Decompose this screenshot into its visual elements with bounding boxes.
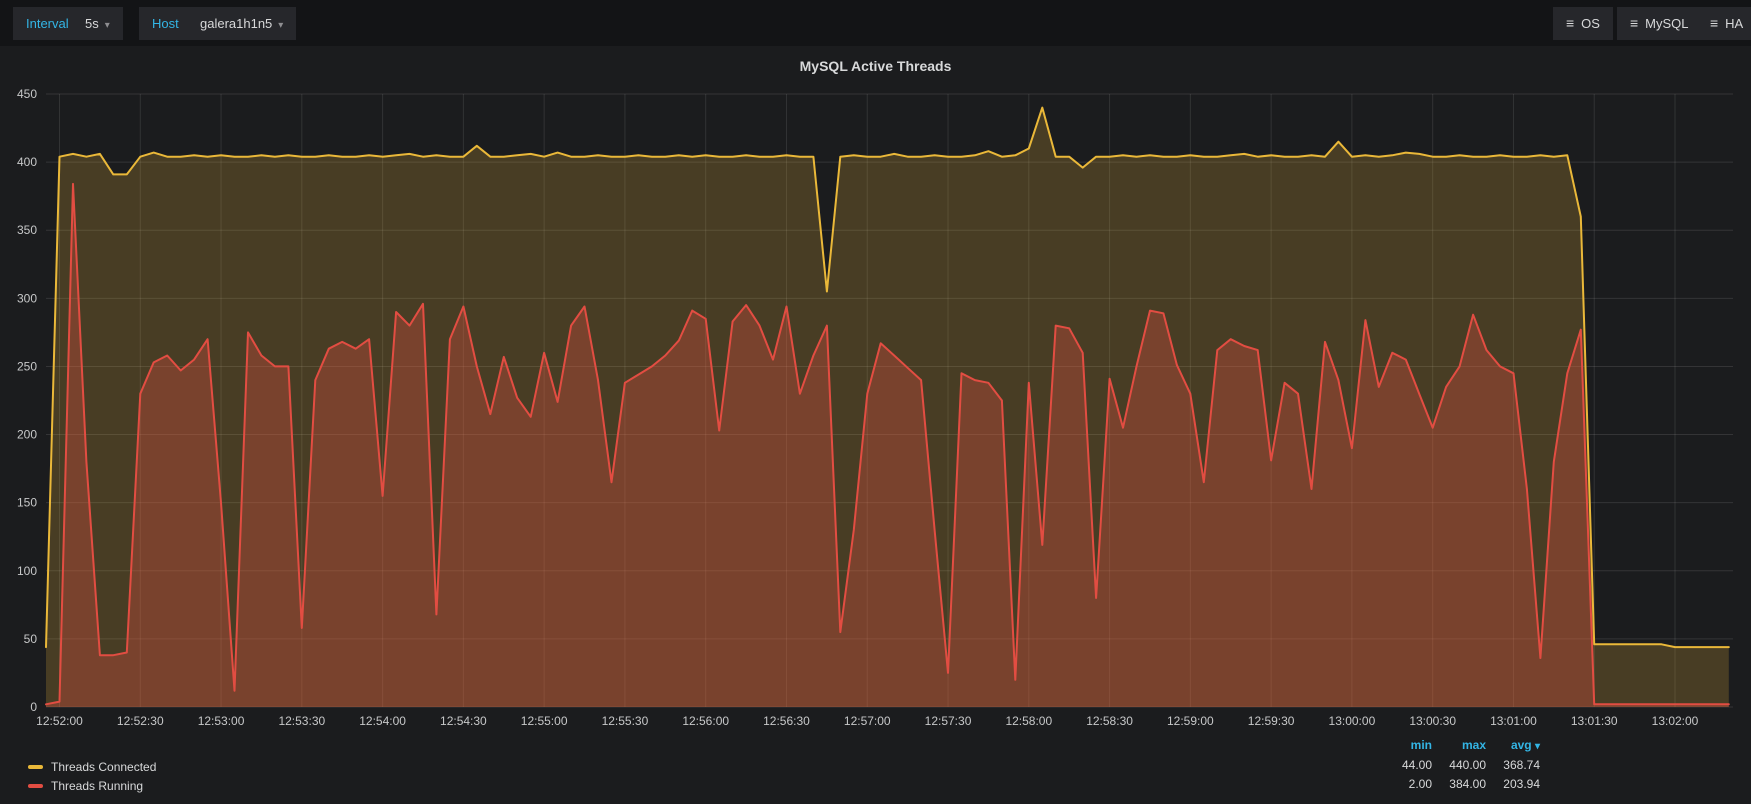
svg-text:12:56:30: 12:56:30 [763,714,810,728]
host-label-button[interactable]: Host [139,7,192,40]
series-color-dash [28,765,43,769]
legend-item-threads-running[interactable]: Threads Running [28,777,143,795]
series-color-dash [28,784,43,788]
svg-text:150: 150 [17,496,37,510]
svg-text:12:59:30: 12:59:30 [1248,714,1295,728]
legend-label: Threads Connected [51,760,157,774]
svg-text:12:56:00: 12:56:00 [682,714,729,728]
svg-text:12:53:00: 12:53:00 [198,714,245,728]
legend-column-min[interactable]: min [1410,738,1432,752]
svg-text:13:02:00: 13:02:00 [1652,714,1699,728]
interval-label-button[interactable]: Interval [13,7,82,40]
nav-button-os-label: OS [1581,16,1600,31]
svg-text:12:55:00: 12:55:00 [521,714,568,728]
legend-label: Threads Running [51,779,144,793]
svg-text:12:57:30: 12:57:30 [925,714,972,728]
svg-text:250: 250 [17,359,37,373]
nav-button-ha[interactable]: ≡ HA [1697,7,1751,40]
nav-button-mysql-label: MySQL [1645,16,1689,31]
svg-text:13:01:00: 13:01:00 [1490,714,1537,728]
menu-icon: ≡ [1566,15,1575,31]
series-area-threads-connected [46,107,1729,708]
series-area-threads-running [46,183,1729,707]
nav-button-os[interactable]: ≡ OS [1553,7,1613,40]
nav-button-mysql[interactable]: ≡ MySQL [1617,7,1702,40]
legend-column-max[interactable]: max [1461,738,1486,752]
series-line-threads-connected [45,106,1730,649]
legend-item-threads-connected[interactable]: Threads Connected [28,758,156,776]
svg-text:12:54:30: 12:54:30 [440,714,487,728]
stat-min-threads-connected: 44.00 [1401,758,1432,772]
svg-text:0: 0 [30,700,37,714]
menu-icon: ≡ [1630,15,1639,31]
menu-icon: ≡ [1710,15,1719,31]
stat-max-threads-connected: 440.00 [1449,758,1486,772]
stat-avg-threads-running: 203.94 [1503,777,1540,791]
threads-chart: 0 50 100 150 200 250 300 350 400 450 12:52:00 12:52… [17,87,1733,728]
chevron-down-icon: ▾ [278,20,284,31]
svg-text:100: 100 [17,564,37,578]
interval-label: Interval [26,16,69,31]
svg-text:12:52:30: 12:52:30 [117,714,164,728]
svg-text:12:52:00: 12:52:00 [36,714,83,728]
chevron-down-icon: ▾ [104,20,110,31]
interval-value: 5s [85,16,99,31]
series-line-threads-running [45,182,1730,706]
svg-text:12:57:00: 12:57:00 [844,714,891,728]
svg-text:12:58:00: 12:58:00 [1005,714,1052,728]
graph-panel: MySQL Active Threads 0 50 100 150 200 250 300 3… [0,46,1751,804]
svg-text:450: 450 [17,87,37,101]
interval-select[interactable]: 5s ▾ [72,7,123,40]
panel-title[interactable]: MySQL Active Threads [799,58,952,74]
svg-text:12:59:00: 12:59:00 [1167,714,1214,728]
svg-text:400: 400 [17,155,37,169]
legend-column-avg[interactable]: avg ▾ [1510,738,1540,752]
host-label: Host [152,16,179,31]
stat-min-threads-running: 2.00 [1408,777,1432,791]
svg-text:50: 50 [24,632,38,646]
svg-text:12:58:30: 12:58:30 [1086,714,1133,728]
svg-text:12:55:30: 12:55:30 [602,714,649,728]
svg-text:13:00:30: 13:00:30 [1409,714,1456,728]
top-toolbar: Interval 5s ▾ Host galera1h1n5 ▾ ≡ OS ≡ MySQ… [0,0,1751,46]
svg-text:200: 200 [17,428,37,442]
svg-text:12:53:30: 12:53:30 [278,714,325,728]
stat-max-threads-running: 384.00 [1449,777,1486,791]
svg-text:350: 350 [17,223,37,237]
stat-avg-threads-connected: 368.74 [1503,758,1540,772]
nav-button-ha-label: HA [1725,16,1744,31]
sort-caret-icon: ▾ [1534,741,1540,752]
svg-text:13:00:00: 13:00:00 [1329,714,1376,728]
host-select[interactable]: galera1h1n5 ▾ [187,7,297,40]
host-value: galera1h1n5 [200,16,273,31]
svg-text:300: 300 [17,291,37,305]
svg-text:12:54:00: 12:54:00 [359,714,406,728]
svg-text:13:01:30: 13:01:30 [1571,714,1618,728]
